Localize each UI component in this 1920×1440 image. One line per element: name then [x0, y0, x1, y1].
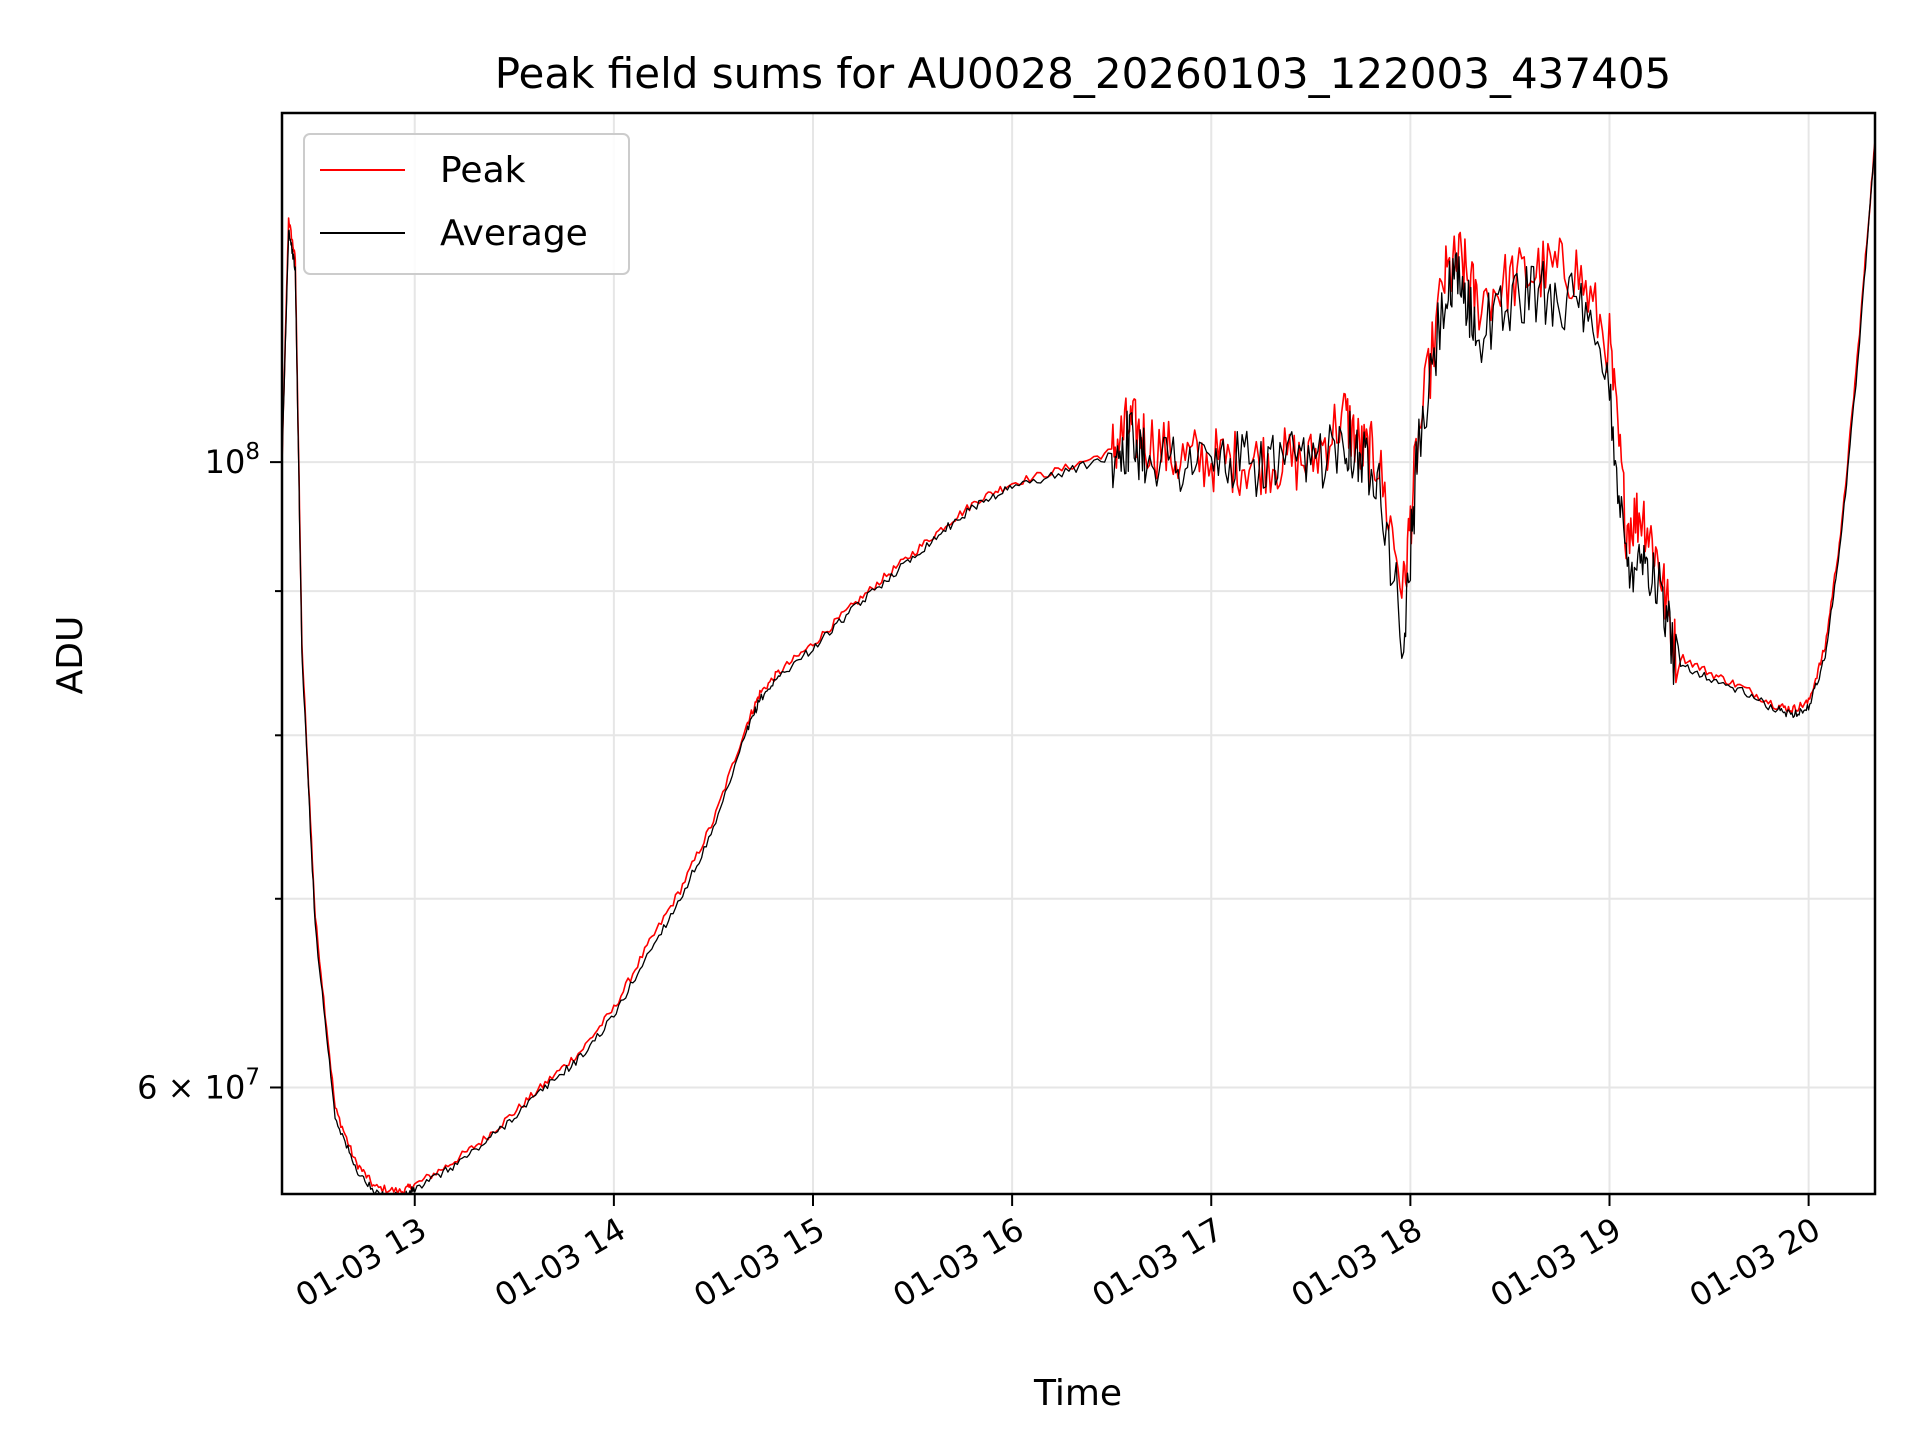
- series-line-average: [282, 140, 1875, 1194]
- legend-average-label: Average: [440, 213, 588, 254]
- legend: Peak Average: [303, 133, 630, 275]
- y-axis: 108 6 × 107: [137, 439, 282, 1106]
- plot-frame: [280, 111, 1877, 1196]
- legend-peak-label: Peak: [440, 150, 526, 191]
- y-tick-label: 6 × 107: [137, 1064, 260, 1106]
- chart-title: Peak field sums for AU0028_20260103_1220…: [495, 49, 1672, 98]
- series-layer: [282, 140, 1875, 1194]
- y-axis-label: ADU: [50, 616, 91, 695]
- y-tick-label: 108: [205, 439, 260, 481]
- x-axis-label: Time: [1033, 1373, 1122, 1414]
